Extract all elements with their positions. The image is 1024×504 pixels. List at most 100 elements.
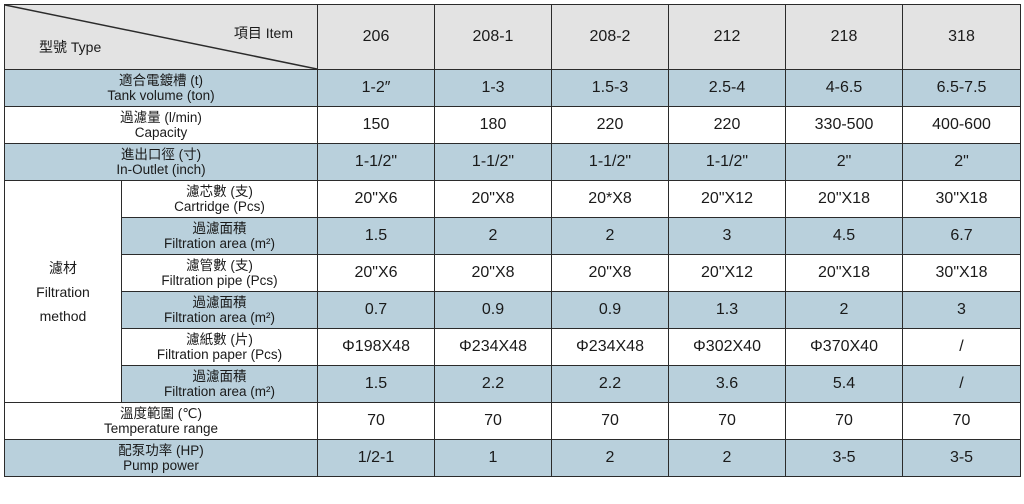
table-cell: 220 [668, 106, 786, 144]
pipe-area-label-zh: 過濾面積 [192, 295, 247, 310]
pump-power-row: 配泵功率 (HP) Pump power 1/2-1 1 2 2 3-5 3-5 [4, 439, 1021, 477]
table-cell: 5.4 [785, 365, 903, 403]
filtration-pipe-label-en: Filtration pipe (Pcs) [161, 273, 278, 288]
table-cell: 70 [317, 402, 435, 440]
table-cell: 180 [434, 106, 552, 144]
table-cell: 20"X6 [317, 254, 435, 292]
table-cell: 3 [668, 217, 786, 255]
table-cell: 1-1/2" [317, 143, 435, 181]
table-cell: Φ370X40 [785, 328, 903, 366]
table-cell: 20"X8 [434, 254, 552, 292]
spec-table: 項目 Item 型號 Type 206 208-1 208-2 212 218 … [4, 4, 1021, 477]
table-cell: 20"X6 [317, 180, 435, 218]
table-cell: 20*X8 [551, 180, 669, 218]
filtration-group-en-1: Filtration [36, 283, 90, 300]
table-cell: 400-600 [902, 106, 1021, 144]
cartridge-area-label: 過濾面積 Filtration area (m²) [121, 217, 318, 255]
capacity-label-en: Capacity [134, 125, 188, 140]
table-cell: Φ198X48 [317, 328, 435, 366]
table-cell: Φ302X40 [668, 328, 786, 366]
temperature-label-en: Temperature range [103, 421, 219, 436]
table-cell: 70 [551, 402, 669, 440]
table-cell: 1-1/2" [668, 143, 786, 181]
table-cell: 3-5 [785, 439, 903, 477]
model-208-2-header: 208-2 [551, 4, 669, 70]
table-cell: 70 [902, 402, 1021, 440]
in-outlet-label: 進出口徑 (寸) In-Outlet (inch) [4, 143, 318, 181]
table-cell: 4.5 [785, 217, 903, 255]
model-206-header: 206 [317, 4, 435, 70]
capacity-label: 過濾量 (l/min) Capacity [4, 106, 318, 144]
table-cell: 3-5 [902, 439, 1021, 477]
table-cell: 1.5 [317, 217, 435, 255]
table-cell: 70 [785, 402, 903, 440]
table-cell: 2.5-4 [668, 69, 786, 107]
table-cell: 1-1/2" [551, 143, 669, 181]
capacity-label-zh: 過濾量 (l/min) [120, 110, 202, 125]
temperature-label: 溫度範圍 (℃) Temperature range [4, 402, 318, 440]
cartridge-label-en: Cartridge (Pcs) [174, 199, 265, 214]
table-cell: 1.3 [668, 291, 786, 329]
table-cell: 1.5 [317, 365, 435, 403]
paper-area-label-zh: 過濾面積 [192, 369, 247, 384]
tank-volume-row: 適合電鍍槽 (t) Tank volume (ton) 1-2″ 1-3 1.5… [4, 69, 1021, 107]
cartridge-area-label-en: Filtration area (m²) [163, 236, 276, 251]
table-cell: 2 [785, 291, 903, 329]
temperature-row: 溫度範圍 (℃) Temperature range 70 70 70 70 7… [4, 402, 1021, 440]
table-cell: 0.9 [434, 291, 552, 329]
table-cell: 2.2 [434, 365, 552, 403]
pump-power-label: 配泵功率 (HP) Pump power [4, 439, 318, 477]
capacity-row: 過濾量 (l/min) Capacity 150 180 220 220 330… [4, 106, 1021, 144]
filtration-pipe-label: 濾管數 (支) Filtration pipe (Pcs) [121, 254, 318, 292]
item-label: 項目 Item [233, 25, 293, 41]
cartridge-area-row: 過濾面積 Filtration area (m²) 1.5 2 2 3 4.5 … [4, 217, 1021, 255]
table-cell: 20"X18 [785, 254, 903, 292]
cartridge-area-label-zh: 過濾面積 [192, 221, 247, 236]
table-cell: 20"X8 [551, 254, 669, 292]
table-cell: 330-500 [785, 106, 903, 144]
header-row: 項目 Item 型號 Type 206 208-1 208-2 212 218 … [4, 4, 1021, 70]
table-cell: 2.2 [551, 365, 669, 403]
table-cell: 20"X12 [668, 254, 786, 292]
paper-area-label: 過濾面積 Filtration area (m²) [121, 365, 318, 403]
model-318-header: 318 [902, 4, 1021, 70]
type-label: 型號 Type [39, 39, 102, 55]
table-cell: 220 [551, 106, 669, 144]
table-cell: 3 [902, 291, 1021, 329]
filtration-pipe-label-zh: 濾管數 (支) [186, 258, 253, 273]
tank-volume-label-zh: 適合電鍍槽 (t) [119, 73, 203, 88]
table-cell: 150 [317, 106, 435, 144]
pump-power-label-zh: 配泵功率 (HP) [118, 443, 204, 458]
pipe-area-label-en: Filtration area (m²) [163, 310, 276, 325]
in-outlet-row: 進出口徑 (寸) In-Outlet (inch) 1-1/2" 1-1/2" … [4, 143, 1021, 181]
table-cell: 1-3 [434, 69, 552, 107]
table-cell: 2 [434, 217, 552, 255]
table-cell: 20"X18 [785, 180, 903, 218]
temperature-label-zh: 溫度範圍 (℃) [120, 406, 202, 421]
table-cell: 70 [434, 402, 552, 440]
table-cell: 20"X12 [668, 180, 786, 218]
table-cell: 6.5-7.5 [902, 69, 1021, 107]
table-cell: 6.7 [902, 217, 1021, 255]
table-cell: Φ234X48 [434, 328, 552, 366]
table-cell: Φ234X48 [551, 328, 669, 366]
filtration-paper-label-zh: 濾紙數 (片) [186, 332, 253, 347]
in-outlet-label-en: In-Outlet (inch) [116, 162, 206, 177]
model-208-1-header: 208-1 [434, 4, 552, 70]
table-cell: / [902, 328, 1021, 366]
table-cell: 4-6.5 [785, 69, 903, 107]
paper-area-row: 過濾面積 Filtration area (m²) 1.5 2.2 2.2 3.… [4, 365, 1021, 403]
table-cell: 0.9 [551, 291, 669, 329]
tank-volume-label: 適合電鍍槽 (t) Tank volume (ton) [4, 69, 318, 107]
diagonal-divider [5, 5, 317, 69]
filtration-paper-label-en: Filtration paper (Pcs) [156, 347, 283, 362]
item-type-corner-cell: 項目 Item 型號 Type [4, 4, 318, 70]
filtration-group-zh: 濾材 [49, 259, 77, 276]
pump-power-label-en: Pump power [123, 458, 199, 473]
pipe-area-row: 過濾面積 Filtration area (m²) 0.7 0.9 0.9 1.… [4, 291, 1021, 329]
model-212-header: 212 [668, 4, 786, 70]
cartridge-row: 濾材 Filtration method 濾芯數 (支) Cartridge (… [4, 180, 1021, 403]
filtration-paper-label: 濾紙數 (片) Filtration paper (Pcs) [121, 328, 318, 366]
table-cell: 1.5-3 [551, 69, 669, 107]
table-cell: 2 [551, 439, 669, 477]
